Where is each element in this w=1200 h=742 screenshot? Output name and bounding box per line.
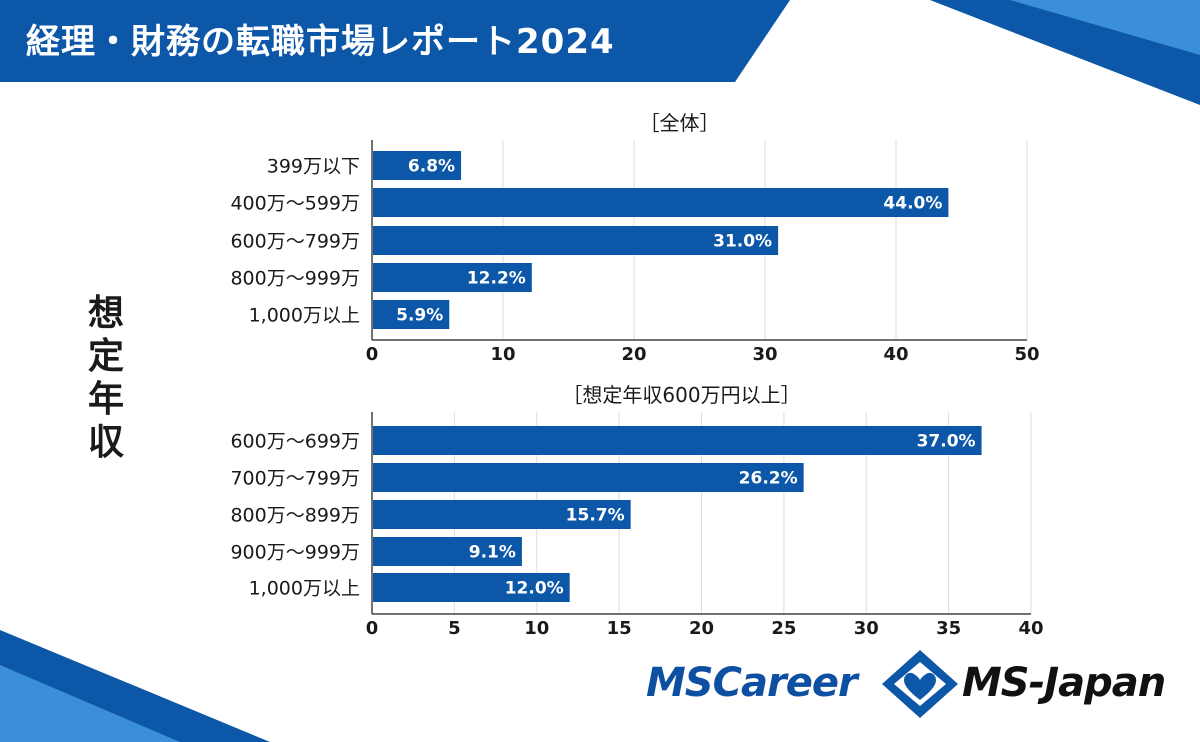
mscareer-logo: MSCareer [646,660,858,706]
y-axis-label-char: 定 [87,336,124,377]
bottom-left-stripe-light [0,665,180,742]
y-axis-label-char: 収 [87,422,124,463]
bar [373,151,462,180]
bar-value-label: 37.0% [917,432,976,452]
x-tick-label: 40 [883,344,908,365]
x-tick-label: 0 [366,344,379,365]
x-tick-label: 35 [936,618,961,639]
bar-value-label: 44.0% [883,194,942,214]
page-title: 経理・財務の転職市場レポート2024 [26,22,615,62]
bar-value-label: 12.0% [505,579,564,599]
msjapan-logo: MS-Japan [962,660,1166,706]
x-tick-label: 50 [1014,344,1039,365]
bar-value-label: 6.8% [408,157,455,177]
category-label: 800万～999万 [230,268,360,290]
x-tick-label: 20 [689,618,714,639]
bar-value-label: 26.2% [739,469,798,489]
bar [373,263,532,292]
bar-value-label: 31.0% [713,232,772,252]
x-tick-label: 30 [854,618,879,639]
bar-value-label: 12.2% [467,269,526,289]
category-label: 1,000万以上 [249,578,360,600]
category-label: 399万以下 [267,156,360,178]
y-axis-label: 想 定 年 収 [84,292,128,464]
y-axis-label-char: 想 [87,293,124,334]
bar [373,500,631,529]
x-tick-label: 15 [607,618,632,639]
bar [373,463,804,492]
title-banner-bg [0,0,790,82]
bar-value-label: 9.1% [469,543,516,563]
chart-title: ［想定年収600万円以上］ [562,383,800,407]
x-tick-label: 10 [524,618,549,639]
bar [373,537,522,566]
x-tick-label: 5 [448,618,461,639]
bar [373,188,949,217]
x-tick-label: 30 [752,344,777,365]
x-tick-label: 20 [621,344,646,365]
category-label: 800万～899万 [230,505,360,527]
bar [373,300,450,329]
category-label: 1,000万以上 [249,305,360,327]
bar [373,426,982,455]
x-tick-label: 25 [771,618,796,639]
chart-title: ［全体］ [640,111,720,135]
bar [373,573,570,602]
bar-value-label: 15.7% [566,506,625,526]
x-tick-label: 10 [490,344,515,365]
top-right-stripe-light [1010,0,1200,55]
msjapan-diamond-icon [882,650,958,718]
bar [373,226,779,255]
category-label: 400万～599万 [230,193,360,215]
category-label: 900万～999万 [230,542,360,564]
x-tick-label: 40 [1018,618,1043,639]
x-tick-label: 0 [366,618,379,639]
y-axis-label-char: 年 [87,379,124,420]
category-label: 600万～699万 [230,431,360,453]
bar-value-label: 5.9% [396,306,443,326]
category-label: 600万～799万 [230,231,360,253]
category-label: 700万～799万 [230,468,360,490]
